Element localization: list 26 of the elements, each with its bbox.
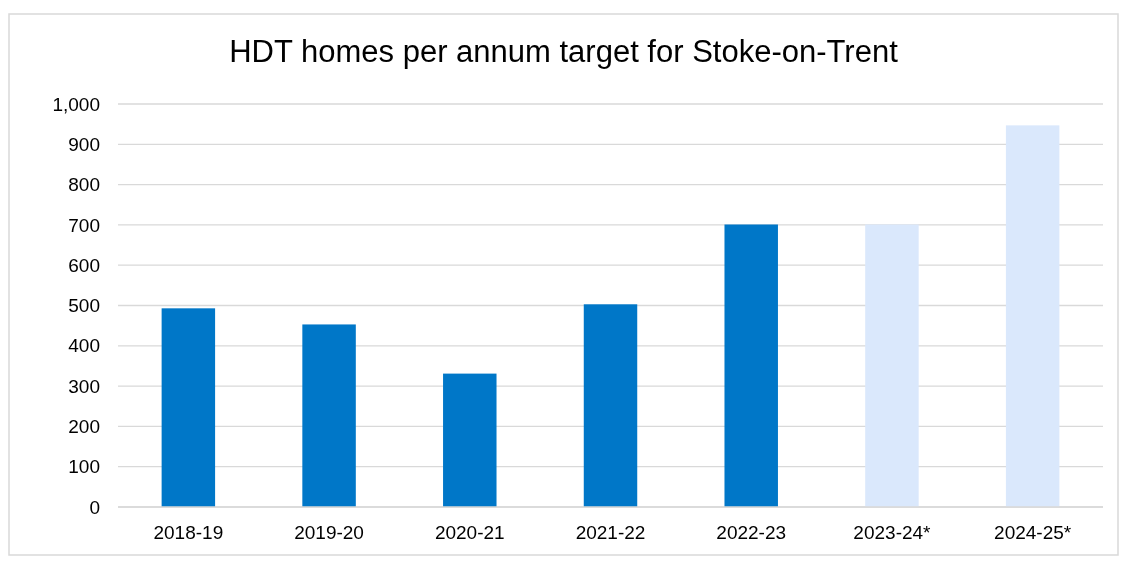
y-tick-label: 1,000	[52, 93, 100, 115]
y-tick-label: 100	[68, 456, 100, 478]
bar	[1005, 125, 1060, 507]
x-tick-label: 2018-19	[153, 522, 224, 543]
bar	[583, 304, 638, 507]
x-tick-label: 2023-24*	[853, 522, 932, 543]
y-tick-label: 600	[68, 254, 100, 276]
y-tick-label: 0	[89, 496, 100, 518]
y-tick-label: 700	[68, 214, 100, 236]
y-tick-label: 900	[68, 133, 100, 155]
bar	[302, 324, 356, 507]
x-tick-label: 2021-22	[575, 522, 646, 543]
x-tick-label: 2022-23	[716, 522, 787, 543]
bar	[443, 373, 497, 507]
y-tick-label: 400	[68, 335, 100, 357]
x-tick-label: 2024-25*	[994, 522, 1072, 543]
y-tick-label: 200	[68, 416, 100, 438]
bar	[724, 224, 778, 507]
bar	[865, 224, 919, 507]
bar	[161, 308, 216, 507]
y-tick-label: 800	[68, 174, 100, 196]
y-tick-label: 500	[68, 295, 100, 317]
x-tick-label: 2019-20	[294, 522, 364, 543]
x-tick-label: 2020-21	[434, 522, 505, 543]
chart-title: HDT homes per annum target for Stoke-on-Trent	[229, 34, 899, 69]
y-tick-label: 300	[68, 375, 100, 397]
